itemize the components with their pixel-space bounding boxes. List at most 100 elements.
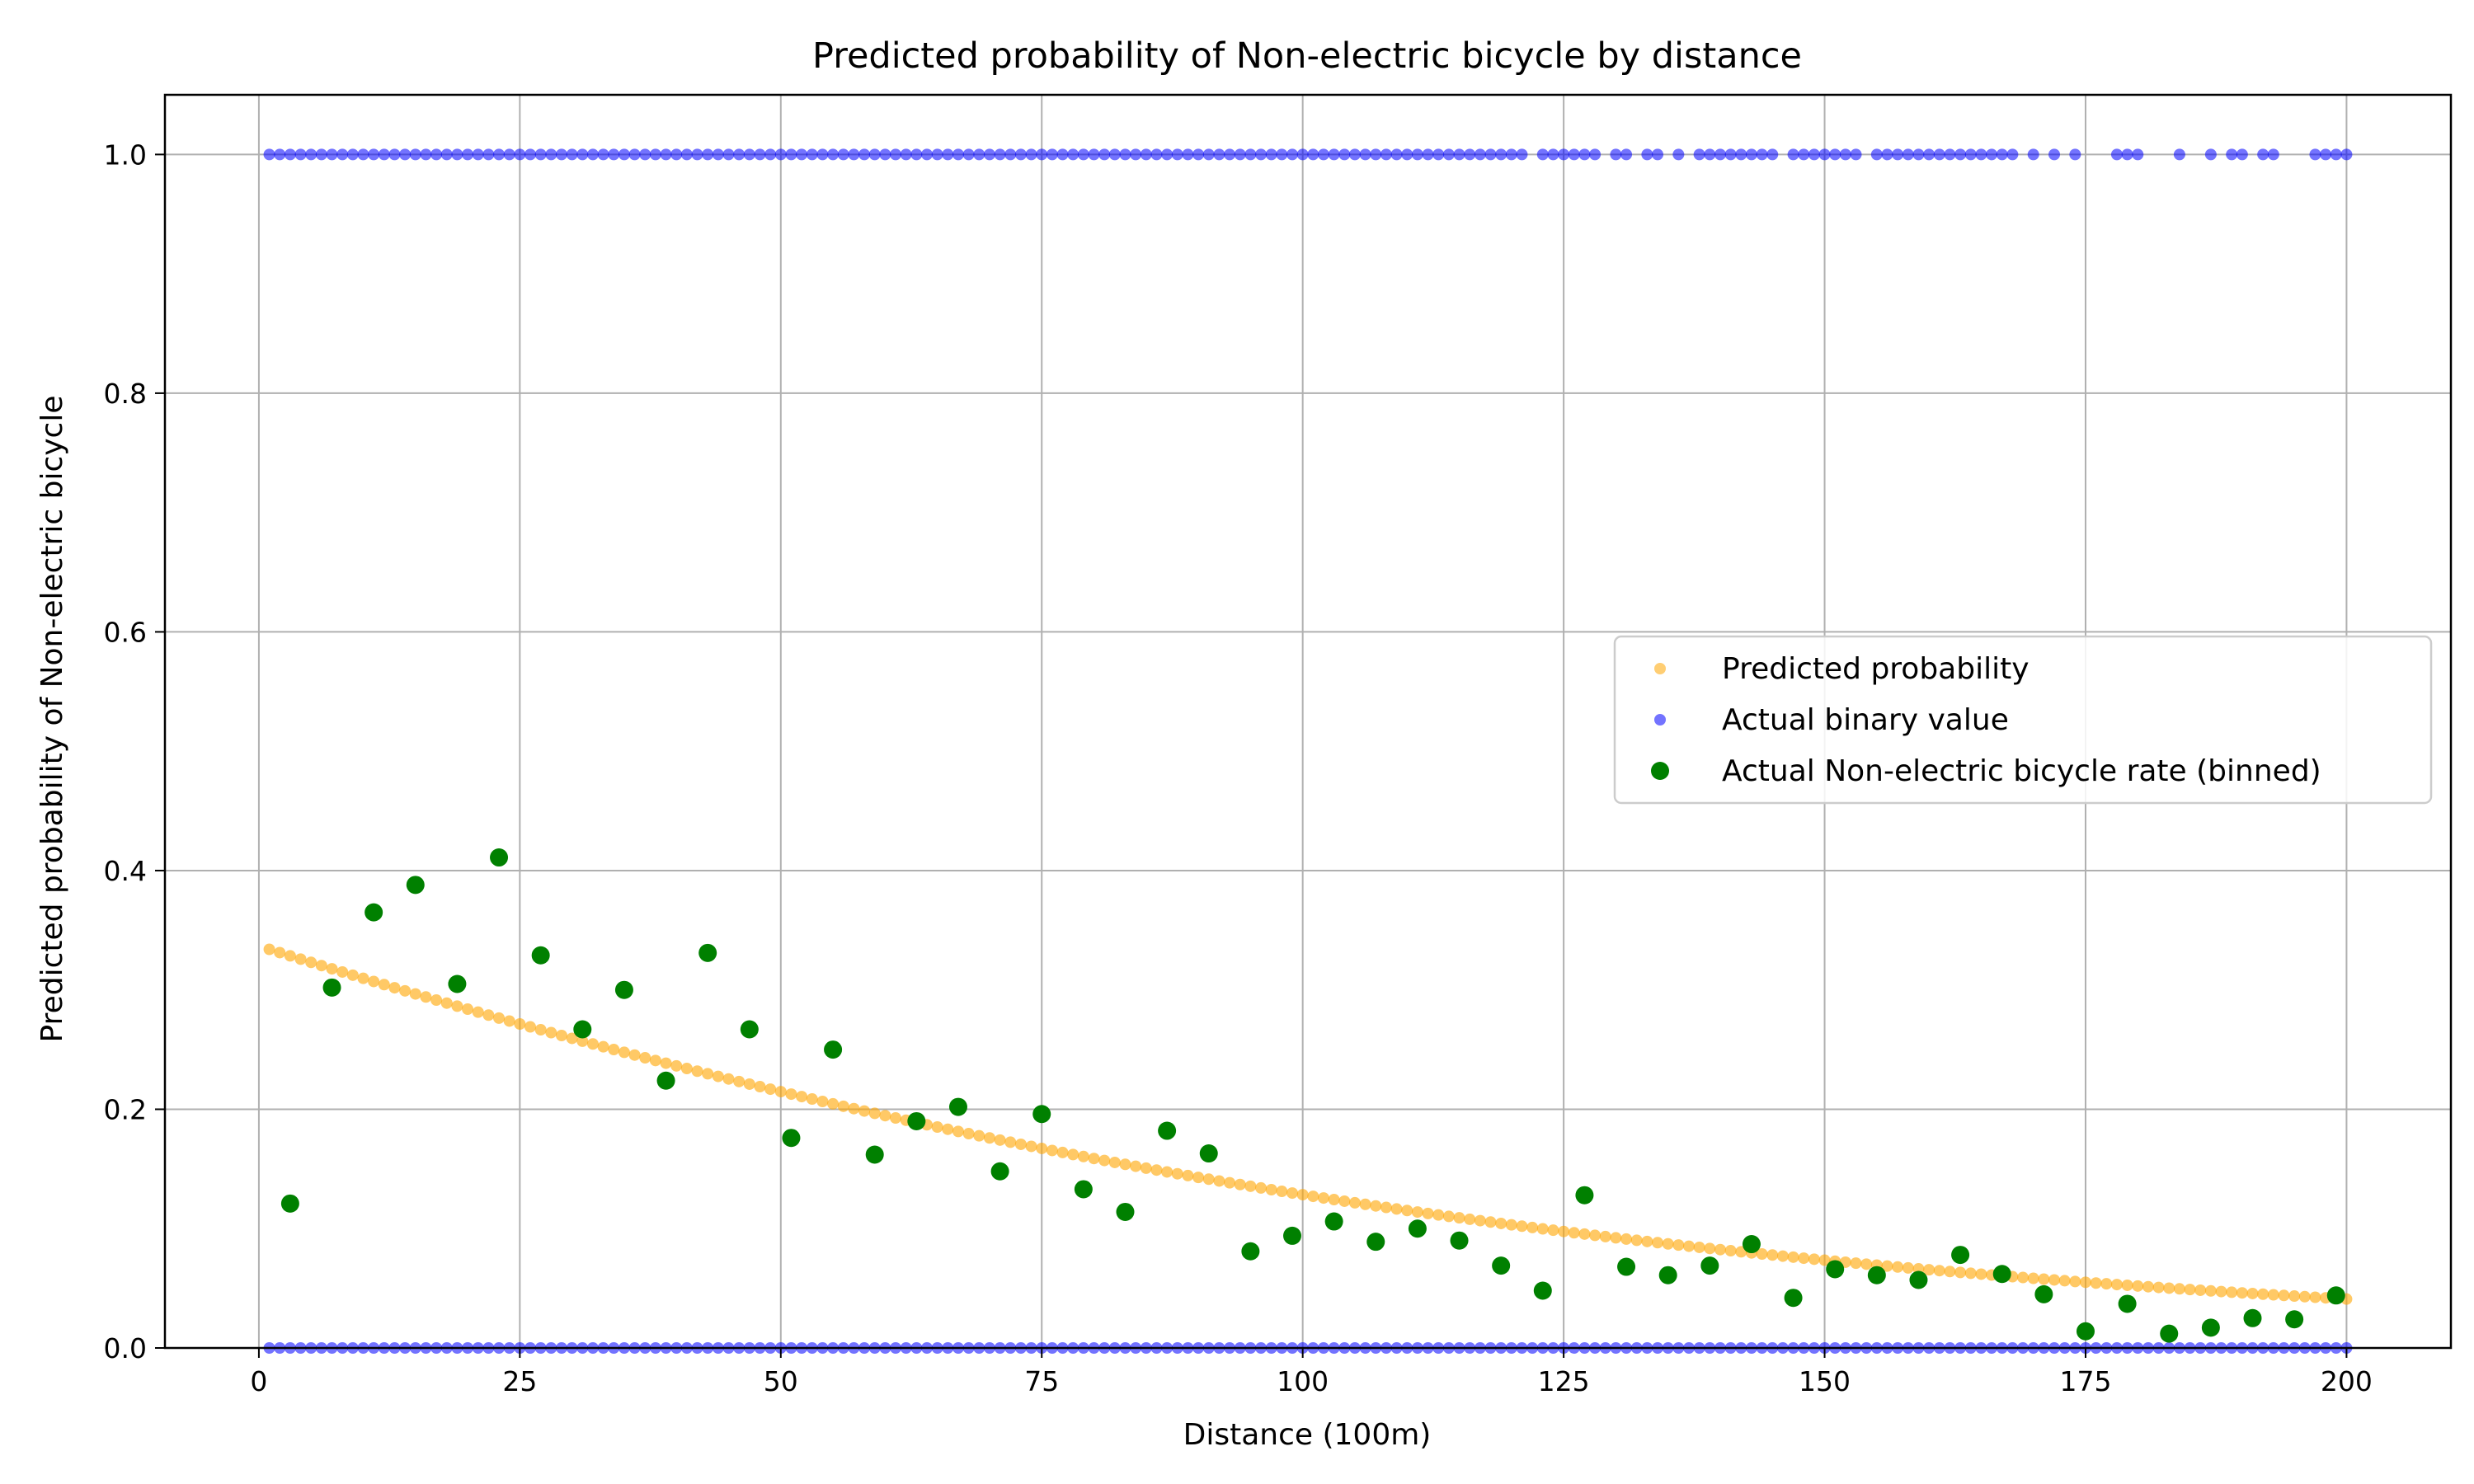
predicted-point	[1599, 1230, 1611, 1242]
predicted-point	[764, 1083, 777, 1096]
binary-point	[868, 148, 881, 161]
predicted-point	[368, 975, 380, 988]
predicted-point	[2173, 1283, 2185, 1295]
binary-point	[1818, 148, 1831, 161]
binary-point	[660, 148, 672, 161]
binary-point	[1046, 148, 1058, 161]
binary-point	[1944, 148, 1956, 161]
binary-point	[346, 148, 359, 161]
predicted-point	[702, 1068, 714, 1080]
binned-point	[1158, 1121, 1177, 1140]
predicted-point	[608, 1044, 620, 1056]
predicted-point	[1390, 1203, 1403, 1215]
binary-point	[357, 148, 369, 161]
binary-point	[368, 148, 380, 161]
predicted-point	[2110, 1279, 2123, 1291]
x-tick-label: 25	[502, 1365, 537, 1397]
predicted-point	[1056, 1146, 1069, 1158]
predicted-point	[1589, 1229, 1602, 1242]
binary-point	[2121, 148, 2133, 161]
predicted-point	[263, 943, 275, 956]
predicted-point	[586, 1038, 599, 1050]
binned-point	[2243, 1308, 2262, 1327]
binned-point	[865, 1145, 884, 1164]
binary-point	[1380, 148, 1392, 161]
predicted-point	[2298, 1290, 2311, 1303]
binned-point	[448, 974, 467, 993]
binary-point	[973, 148, 985, 161]
binned-point	[1199, 1144, 1218, 1163]
binary-point	[1004, 148, 1017, 161]
predicted-point	[514, 1017, 526, 1030]
predicted-point	[837, 1100, 849, 1112]
binary-point	[1923, 148, 1935, 161]
binary-point	[1839, 148, 1851, 161]
binned-point	[782, 1129, 801, 1148]
binary-point	[1202, 148, 1215, 161]
binary-point	[994, 148, 1006, 161]
predicted-point	[399, 984, 412, 997]
binary-point	[2048, 148, 2061, 161]
predicted-point	[1672, 1239, 1685, 1252]
predicted-point	[1307, 1190, 1319, 1203]
legend-marker-binary	[1654, 714, 1666, 726]
binary-point	[2330, 148, 2342, 161]
predicted-point	[816, 1096, 829, 1108]
binned-point	[573, 1020, 592, 1039]
predicted-point	[2121, 1279, 2133, 1291]
predicted-point	[305, 956, 317, 969]
predicted-point	[1265, 1184, 1277, 1196]
binary-point	[1056, 148, 1069, 161]
binary-point	[1912, 148, 1925, 161]
binary-point	[942, 148, 954, 161]
binary-point	[1140, 148, 1152, 161]
predicted-point	[1630, 1234, 1643, 1247]
predicted-point	[1296, 1189, 1309, 1201]
binary-point	[900, 148, 912, 161]
binary-point	[388, 148, 401, 161]
binary-point	[274, 148, 286, 161]
binned-point	[1575, 1186, 1594, 1205]
binned-point	[1324, 1212, 1343, 1231]
binary-point	[1516, 148, 1528, 161]
legend-box	[1613, 635, 2433, 805]
x-tick-label: 125	[1538, 1365, 1590, 1397]
binary-point	[1798, 148, 1810, 161]
predicted-point	[1724, 1245, 1737, 1257]
predicted-point	[1818, 1254, 1831, 1266]
binary-point	[440, 148, 453, 161]
binned-point	[1784, 1289, 1803, 1308]
predicted-point	[482, 1009, 495, 1021]
binary-point	[1672, 148, 1685, 161]
binned-point	[1909, 1270, 1928, 1289]
binned-point	[614, 980, 633, 999]
binary-point	[1704, 148, 1716, 161]
binary-point	[294, 148, 307, 161]
predicted-point	[2236, 1287, 2248, 1299]
binary-point	[1652, 148, 1664, 161]
binary-point	[1025, 148, 1037, 161]
predicted-point	[796, 1091, 808, 1103]
binned-point	[2118, 1294, 2137, 1313]
predicted-point	[660, 1057, 672, 1069]
predicted-point	[774, 1086, 787, 1098]
binary-point	[1244, 148, 1257, 161]
predicted-point	[1652, 1237, 1664, 1249]
binned-point	[406, 876, 425, 895]
binary-point	[921, 148, 933, 161]
y-tick-label: 0.2	[104, 1093, 147, 1125]
binary-point	[1161, 148, 1174, 161]
predicted-point	[868, 1107, 881, 1120]
binary-point	[702, 148, 714, 161]
binary-point	[2027, 148, 2039, 161]
binned-point	[948, 1097, 967, 1116]
predicted-point	[1234, 1178, 1246, 1190]
predicted-point	[326, 963, 338, 975]
predicted-point	[858, 1105, 871, 1117]
predicted-point	[879, 1110, 891, 1122]
binary-point	[1108, 148, 1121, 161]
predicted-point	[566, 1032, 578, 1045]
binary-point	[1234, 148, 1246, 161]
binary-point	[1829, 148, 1841, 161]
binned-point	[2076, 1322, 2095, 1341]
